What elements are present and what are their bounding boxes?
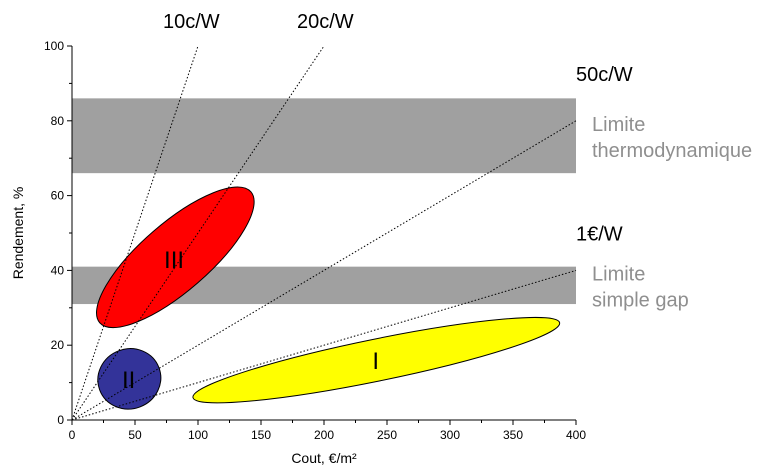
y-axis-title: Rendement, % <box>10 187 26 280</box>
y-tick-label-100: 100 <box>44 39 64 53</box>
cost-line-4 <box>71 269 577 421</box>
cost-line-1 <box>71 45 199 421</box>
region-ellipse-III <box>96 186 255 329</box>
y-tick-label-60: 60 <box>51 189 65 203</box>
band-label-2-line-1: Limite <box>592 263 645 285</box>
band-label-1-line-2: thermodynamique <box>592 140 752 162</box>
region-label-III: III <box>164 247 184 274</box>
axes: 0 20 40 60 80 100 0 50 100 150 200 250 300 350 400 Cout… <box>10 39 586 466</box>
region-layer <box>96 186 561 410</box>
band-label-2-line-2: simple gap <box>592 289 689 311</box>
region-label-I: I <box>372 348 379 375</box>
region-label-II: II <box>122 367 135 394</box>
x-tick-label-250: 250 <box>377 428 397 442</box>
region-ellipse-I <box>192 316 561 404</box>
x-tick-label-50: 50 <box>128 428 142 442</box>
cost-line-label-2: 20c/W <box>297 11 354 33</box>
x-tick-label-200: 200 <box>314 428 334 442</box>
cost-line-label-3: 50c/W <box>576 64 633 86</box>
cost-line-label-1: 10c/W <box>163 11 220 33</box>
y-tick-label-0: 0 <box>57 413 64 427</box>
x-tick-label-0: 0 <box>69 428 76 442</box>
y-tick-label-80: 80 <box>51 114 65 128</box>
y-tick-label-20: 20 <box>51 338 65 352</box>
cost-line-label-4: 1€/W <box>576 223 623 245</box>
x-tick-label-350: 350 <box>503 428 523 442</box>
cost-line-layer <box>71 45 577 421</box>
region-ellipse-II <box>97 348 162 410</box>
x-axis-title: Cout, €/m² <box>291 450 357 466</box>
band-label-1-line-1: Limite <box>592 114 645 136</box>
x-tick-label-100: 100 <box>188 428 208 442</box>
cost-line-2 <box>71 45 325 421</box>
x-tick-label-300: 300 <box>440 428 460 442</box>
x-tick-label-400: 400 <box>566 428 586 442</box>
y-tick-label-40: 40 <box>51 263 65 277</box>
x-tick-label-150: 150 <box>251 428 271 442</box>
limit-band-1 <box>72 98 576 174</box>
